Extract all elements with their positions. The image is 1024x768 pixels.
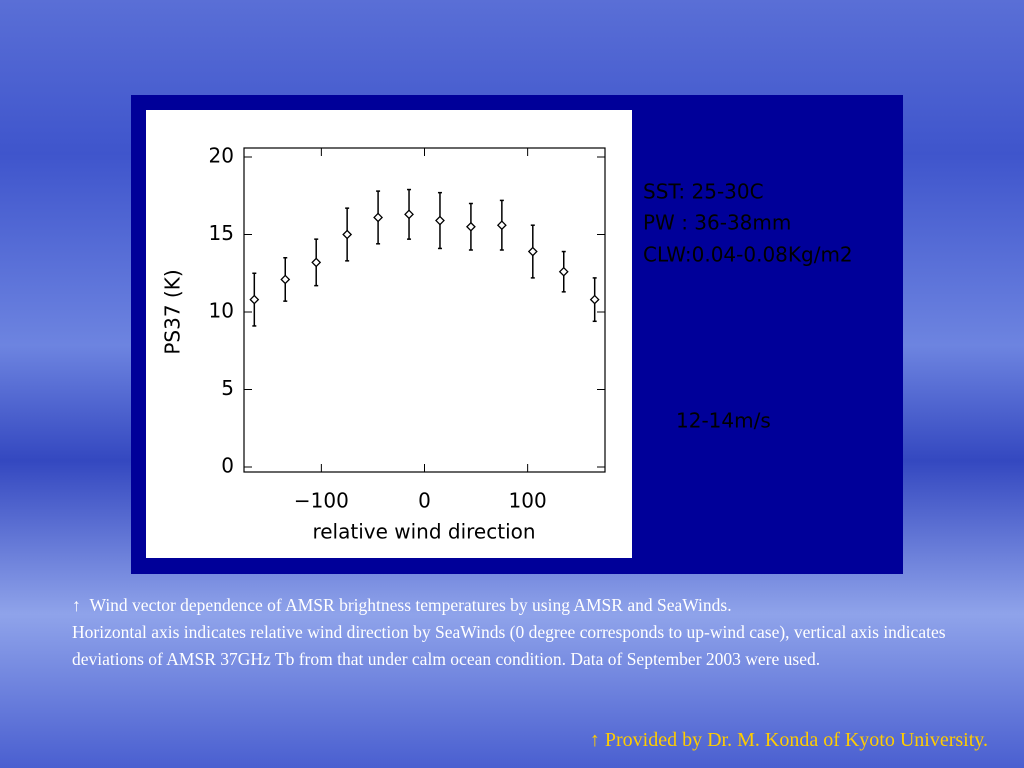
annotation: 12-14m/s [676,409,771,433]
x-tick-label: 0 [418,489,431,513]
x-axis-title: relative wind direction [312,520,535,544]
annotation: PW : 36-38mm [643,211,791,235]
marker [311,257,322,268]
y-tick-label: 20 [209,144,234,168]
marker [558,266,569,277]
marker [496,220,507,231]
marker [280,274,291,285]
marker [404,209,414,220]
marker [373,212,384,223]
x-tick-label: −100 [294,489,349,513]
credit: ↑ Provided by Dr. M. Konda of Kyoto Univ… [589,729,988,751]
caption-line: ↑ Wind vector dependence of AMSR brightn… [72,595,732,615]
marker [527,246,538,257]
y-tick-label: 5 [221,376,234,400]
y-tick-label: 10 [209,299,234,323]
y-tick-label: 0 [221,454,234,478]
marker [249,294,260,305]
y-tick-label: 15 [209,221,234,245]
annotation: SST: 25-30C [643,180,764,204]
y-axis-title: PS37 (K) [161,269,185,354]
plot-panel [146,110,632,558]
caption-line: Horizontal axis indicates relative wind … [72,622,946,669]
caption: ↑ Wind vector dependence of AMSR brightn… [72,592,972,673]
marker [435,215,445,226]
marker [342,229,353,240]
x-tick-label: 100 [509,489,547,513]
annotation: CLW:0.04-0.08Kg/m2 [643,243,853,267]
marker [589,294,600,305]
marker [465,221,476,232]
